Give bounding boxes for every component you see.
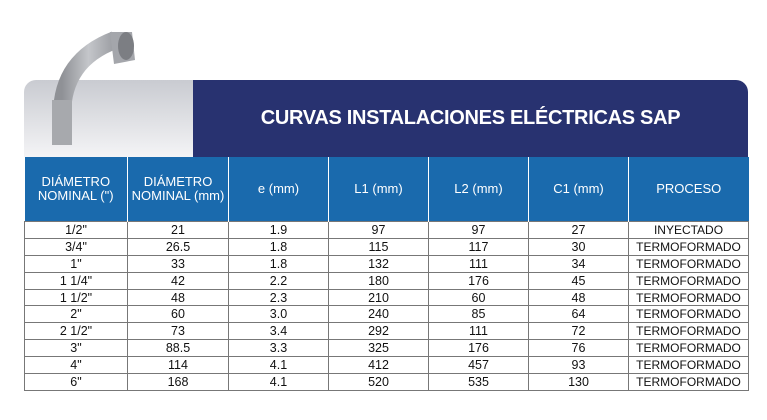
table-cell: 210 xyxy=(328,288,429,307)
table-cell: 3.3 xyxy=(228,339,329,358)
table-cell: 64 xyxy=(528,305,629,324)
table-cell: 3.0 xyxy=(228,305,329,324)
table-cell: 6" xyxy=(24,373,128,391)
table-cell: 60 xyxy=(127,305,229,324)
table-cell: 325 xyxy=(328,339,429,358)
table-cell: TERMOFORMADO xyxy=(628,254,749,273)
table-cell: 1 1/4" xyxy=(24,271,128,290)
table-cell: 4" xyxy=(24,356,128,375)
page-title: CURVAS INSTALACIONES ELÉCTRICAS SAP xyxy=(260,107,681,129)
table-cell: 33 xyxy=(127,254,229,273)
table-cell: 292 xyxy=(328,322,429,341)
table-cell: 3/4" xyxy=(24,237,128,256)
table-row: 2 1/2" 73 3.4 292 111 72 TERMOFORMADO xyxy=(24,322,749,341)
table-cell: 176 xyxy=(428,271,529,290)
table-cell: TERMOFORMADO xyxy=(628,237,749,256)
specs-table: DIÁMETRO NOMINAL (") DIÁMETRO NOMINAL (mm… xyxy=(24,157,749,391)
table-cell: 93 xyxy=(528,356,629,375)
column-header: PROCESO xyxy=(628,157,749,222)
table-row: 1/2" 21 1.9 97 97 27 INYECTADO xyxy=(24,221,749,239)
column-header: e (mm) xyxy=(228,157,329,222)
table-cell: 34 xyxy=(528,254,629,273)
table-header-row: DIÁMETRO NOMINAL (") DIÁMETRO NOMINAL (mm… xyxy=(24,157,749,222)
table-cell: 2 1/2" xyxy=(24,322,128,341)
table-cell: 1.9 xyxy=(228,221,329,239)
table-cell: 73 xyxy=(127,322,229,341)
table-row: 3/4" 26.5 1.8 115 117 30 TERMOFORMADO xyxy=(24,237,749,256)
table-cell: 130 xyxy=(528,373,629,391)
table-cell: 114 xyxy=(127,356,229,375)
table-row: 4" 114 4.1 412 457 93 TERMOFORMADO xyxy=(24,356,749,375)
table-cell: 72 xyxy=(528,322,629,341)
table-cell: 176 xyxy=(428,339,529,358)
table-cell: TERMOFORMADO xyxy=(628,373,749,391)
table-cell: 180 xyxy=(328,271,429,290)
column-header: C1 (mm) xyxy=(528,157,629,222)
table-cell: 30 xyxy=(528,237,629,256)
table-cell: 1 1/2" xyxy=(24,288,128,307)
table-cell: 3" xyxy=(24,339,128,358)
table-cell: 535 xyxy=(428,373,529,391)
title-banner: CURVAS INSTALACIONES ELÉCTRICAS SAP xyxy=(24,80,748,157)
table-cell: 457 xyxy=(428,356,529,375)
table-cell: 1.8 xyxy=(228,254,329,273)
table-cell: TERMOFORMADO xyxy=(628,339,749,358)
table-cell: 115 xyxy=(328,237,429,256)
column-header: L2 (mm) xyxy=(428,157,529,222)
table-cell: 97 xyxy=(428,221,529,239)
table-cell: 132 xyxy=(328,254,429,273)
table-cell: TERMOFORMADO xyxy=(628,322,749,341)
table-cell: 97 xyxy=(328,221,429,239)
table-cell: 76 xyxy=(528,339,629,358)
table-cell: 2" xyxy=(24,305,128,324)
table-cell: 520 xyxy=(328,373,429,391)
banner-title-panel: CURVAS INSTALACIONES ELÉCTRICAS SAP xyxy=(193,80,748,157)
table-cell: 45 xyxy=(528,271,629,290)
table-cell: 168 xyxy=(127,373,229,391)
table-cell: 27 xyxy=(528,221,629,239)
table-cell: 21 xyxy=(127,221,229,239)
table-row: 1" 33 1.8 132 111 34 TERMOFORMADO xyxy=(24,254,749,273)
table-cell: 240 xyxy=(328,305,429,324)
table-cell: 48 xyxy=(127,288,229,307)
table-cell: 117 xyxy=(428,237,529,256)
table-cell: 42 xyxy=(127,271,229,290)
table-cell: 1/2" xyxy=(24,221,128,239)
table-row: 3" 88.5 3.3 325 176 76 TERMOFORMADO xyxy=(24,339,749,358)
table-row: 1 1/4" 42 2.2 180 176 45 TERMOFORMADO xyxy=(24,271,749,290)
table-row: 2" 60 3.0 240 85 64 TERMOFORMADO xyxy=(24,305,749,324)
column-header: L1 (mm) xyxy=(328,157,429,222)
table-cell: 1.8 xyxy=(228,237,329,256)
table-cell: 412 xyxy=(328,356,429,375)
table-cell: INYECTADO xyxy=(628,221,749,239)
pvc-curve-image xyxy=(52,31,135,145)
table-cell: 4.1 xyxy=(228,356,329,375)
table-cell: 1" xyxy=(24,254,128,273)
table-cell: TERMOFORMADO xyxy=(628,288,749,307)
table-cell: 2.2 xyxy=(228,271,329,290)
table-cell: 85 xyxy=(428,305,529,324)
table-cell: 111 xyxy=(428,254,529,273)
table-cell: 26.5 xyxy=(127,237,229,256)
table-cell: TERMOFORMADO xyxy=(628,356,749,375)
column-header: DIÁMETRO NOMINAL (") xyxy=(24,157,128,222)
table-cell: 2.3 xyxy=(228,288,329,307)
table-cell: 60 xyxy=(428,288,529,307)
table-cell: TERMOFORMADO xyxy=(628,305,749,324)
table-cell: 4.1 xyxy=(228,373,329,391)
table-cell: 88.5 xyxy=(127,339,229,358)
table-row: 1 1/2" 48 2.3 210 60 48 TERMOFORMADO xyxy=(24,288,749,307)
table-cell: 111 xyxy=(428,322,529,341)
table-cell: TERMOFORMADO xyxy=(628,271,749,290)
table-cell: 48 xyxy=(528,288,629,307)
table-row: 6" 168 4.1 520 535 130 TERMOFORMADO xyxy=(24,373,749,391)
column-header: DIÁMETRO NOMINAL (mm) xyxy=(127,157,229,222)
table-cell: 3.4 xyxy=(228,322,329,341)
